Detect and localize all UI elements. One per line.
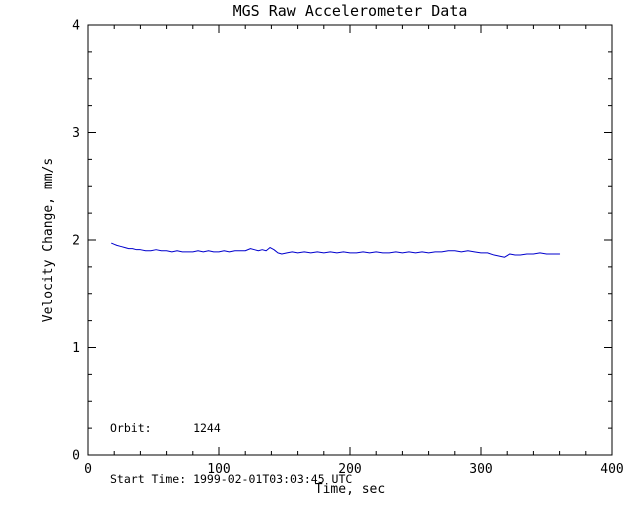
annotation-start-time: Start Time: 1999-02-01T03:03:45 UTC bbox=[110, 472, 353, 486]
x-axis-label: Time, sec bbox=[315, 482, 385, 497]
y-tick-label: 0 bbox=[72, 449, 80, 464]
y-tick-label: 3 bbox=[72, 126, 80, 141]
y-tick-label: 2 bbox=[72, 234, 80, 249]
data-line-velocity-change bbox=[111, 242, 561, 258]
axes: 0 100 200 300 400 0 1 2 3 4 bbox=[72, 19, 624, 478]
y-tick-label: 1 bbox=[72, 341, 80, 356]
annotation-block: Orbit: 1244 Start Time: 1999-02-01T03:03… bbox=[110, 386, 352, 512]
x-tick-label: 300 bbox=[469, 462, 492, 477]
y-axis-label: Velocity Change, mm/s bbox=[41, 158, 56, 322]
chart-title: MGS Raw Accelerometer Data bbox=[233, 2, 468, 20]
x-tick-label: 200 bbox=[338, 462, 361, 477]
annotation-orbit: Orbit: 1244 bbox=[110, 421, 221, 435]
x-tick-label: 100 bbox=[207, 462, 230, 477]
x-tick-label: 0 bbox=[84, 462, 92, 477]
data-series bbox=[111, 242, 561, 258]
y-tick-label: 4 bbox=[72, 19, 80, 34]
x-tick-label: 400 bbox=[600, 462, 623, 477]
